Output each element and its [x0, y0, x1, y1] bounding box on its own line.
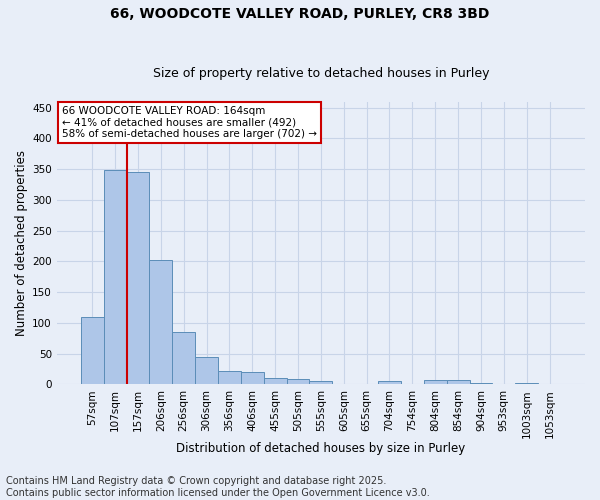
Bar [104, 170, 127, 384]
Bar [446, 380, 470, 384]
X-axis label: Distribution of detached houses by size in Purley: Distribution of detached houses by size … [176, 442, 466, 455]
Bar [287, 380, 310, 384]
Text: Contains HM Land Registry data © Crown copyright and database right 2025.
Contai: Contains HM Land Registry data © Crown c… [6, 476, 430, 498]
Bar [172, 332, 195, 384]
Bar [515, 383, 538, 384]
Bar [195, 356, 218, 384]
Bar [470, 382, 493, 384]
Text: 66, WOODCOTE VALLEY ROAD, PURLEY, CR8 3BD: 66, WOODCOTE VALLEY ROAD, PURLEY, CR8 3B… [110, 8, 490, 22]
Bar [264, 378, 287, 384]
Bar [378, 380, 401, 384]
Title: Size of property relative to detached houses in Purley: Size of property relative to detached ho… [152, 66, 489, 80]
Bar [310, 382, 332, 384]
Bar [149, 260, 172, 384]
Bar [81, 316, 104, 384]
Bar [424, 380, 446, 384]
Bar [218, 371, 241, 384]
Bar [241, 372, 264, 384]
Text: 66 WOODCOTE VALLEY ROAD: 164sqm
← 41% of detached houses are smaller (492)
58% o: 66 WOODCOTE VALLEY ROAD: 164sqm ← 41% of… [62, 106, 317, 139]
Bar [127, 172, 149, 384]
Y-axis label: Number of detached properties: Number of detached properties [15, 150, 28, 336]
